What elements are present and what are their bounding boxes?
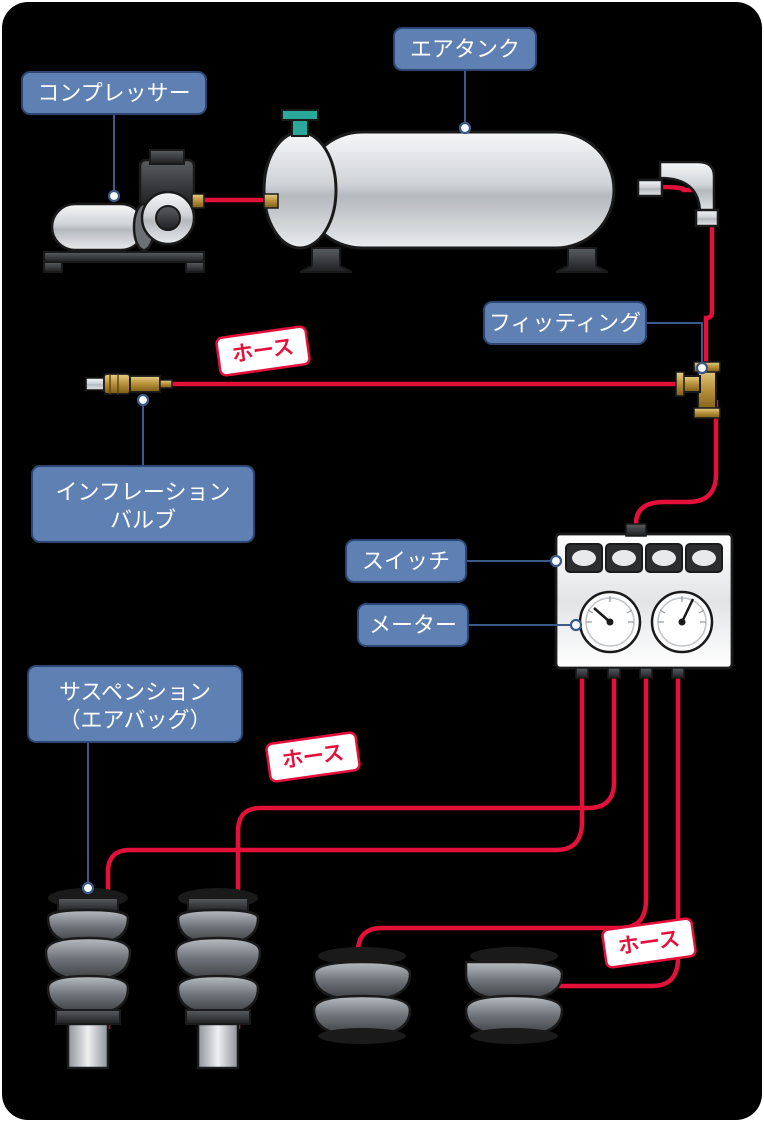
label-air-tank-text: エアタンク: [410, 37, 520, 62]
control-box: [556, 524, 732, 678]
label-compressor-text: コンプレッサー: [37, 81, 190, 106]
label-meter: メーター: [358, 604, 468, 646]
label-inflation-l1: インフレーション: [56, 480, 231, 505]
gauge-right: [652, 592, 712, 652]
gauge-left: [580, 592, 640, 652]
label-suspension-l1: サスペンション: [59, 680, 211, 705]
label-meter-text: メーター: [369, 613, 457, 638]
label-compressor: コンプレッサー: [22, 72, 206, 114]
label-switch: スイッチ: [346, 540, 466, 582]
label-fitting: フィッティング: [484, 302, 646, 344]
label-switch-text: スイッチ: [362, 549, 450, 574]
airbag-short-1: [314, 947, 410, 1044]
label-air-tank: エアタンク: [394, 28, 536, 70]
label-suspension: サスペンション （エアバッグ）: [28, 666, 242, 742]
label-inflation-valve: インフレーション バルブ: [32, 466, 254, 542]
label-inflation-l2: バルブ: [110, 508, 176, 533]
label-suspension-l2: （エアバッグ）: [58, 708, 211, 733]
airbag-short-2: [466, 947, 562, 1044]
label-fitting-text: フィッティング: [489, 311, 641, 336]
